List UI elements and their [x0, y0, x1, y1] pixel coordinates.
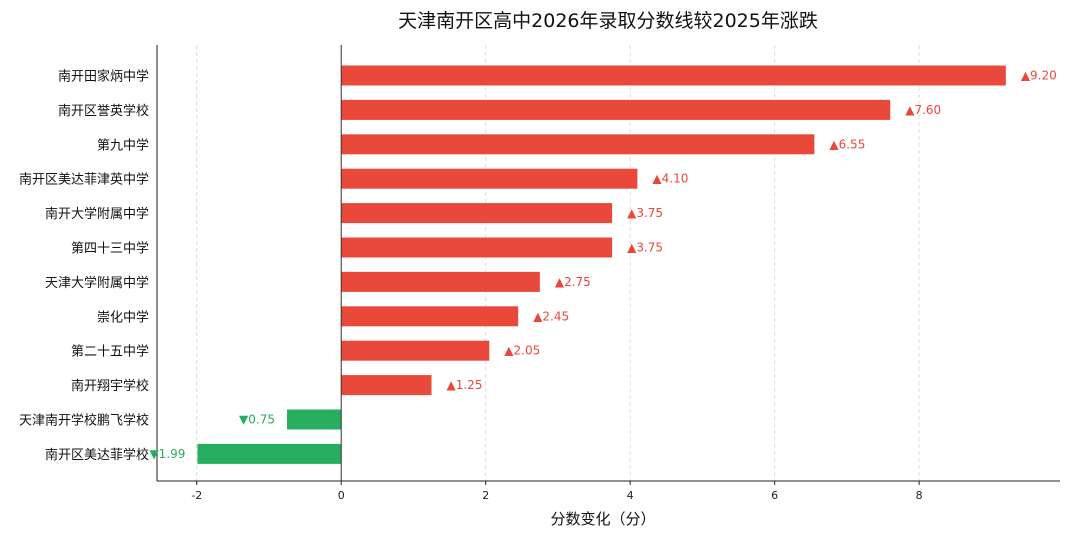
x-tick-label: 8: [916, 489, 923, 502]
bar: [197, 443, 342, 464]
category-label: 天津南开学校鹏飞学校: [19, 413, 149, 429]
bar: [341, 340, 490, 361]
category-label: 第四十三中学: [71, 241, 149, 257]
category-label: 南开区美达菲学校: [45, 447, 149, 463]
x-tick-label: 0: [338, 489, 345, 502]
category-label: 南开田家炳中学: [58, 69, 149, 85]
bar: [341, 168, 638, 189]
data-label: ▲1.25: [447, 378, 483, 392]
category-label: 南开区美达菲津英中学: [19, 172, 149, 188]
category-labels: 南开田家炳中学南开区誉英学校第九中学南开区美达菲津英中学南开大学附属中学第四十三…: [19, 69, 149, 463]
chart-title: 天津南开区高中2026年录取分数线较2025年涨跌: [398, 10, 818, 32]
category-label: 南开区誉英学校: [58, 103, 149, 119]
category-label: 天津大学附属中学: [45, 275, 149, 291]
data-label: ▲2.45: [533, 309, 569, 323]
x-axis-label: 分数变化（分）: [550, 510, 655, 528]
data-label: ▲7.60: [905, 103, 941, 117]
bar: [341, 271, 540, 292]
x-tick-label: 6: [771, 489, 778, 502]
x-tick-label: -2: [191, 489, 202, 502]
bars: [197, 65, 1006, 464]
category-label: 南开大学附属中学: [45, 206, 149, 222]
data-label: ▲3.75: [627, 206, 663, 220]
value-labels: ▲9.20 ▲7.60 ▲6.55 ▲4.10 ▲3.75 ▲3.75 ▲2.75 ▲2.45…: [149, 69, 1056, 461]
category-label: 南开翔宇学校: [71, 378, 149, 394]
x-tick-label: 4: [627, 489, 634, 502]
data-label: ▼0.75: [239, 413, 275, 427]
bar: [341, 237, 613, 258]
category-label: 崇化中学: [97, 309, 149, 325]
data-label: ▲6.55: [829, 137, 865, 151]
bar: [341, 134, 815, 155]
data-label: ▲2.75: [555, 275, 591, 289]
category-label: 第二十五中学: [71, 344, 149, 360]
data-label: ▲3.75: [627, 241, 663, 255]
x-ticks: -2 0 2 4 6 8: [191, 481, 923, 502]
bar: [341, 375, 432, 396]
category-label: 第九中学: [97, 137, 149, 153]
bar: [341, 99, 891, 120]
bar: [341, 306, 519, 327]
bar: [287, 409, 342, 430]
data-label: ▲4.10: [652, 172, 688, 186]
data-label: ▼1.99: [149, 447, 185, 461]
bar: [341, 65, 1006, 86]
axes: [156, 45, 1060, 482]
data-label: ▲2.05: [504, 344, 540, 358]
data-label: ▲9.20: [1021, 69, 1057, 83]
x-tick-label: 2: [482, 489, 489, 502]
bar: [341, 203, 613, 224]
